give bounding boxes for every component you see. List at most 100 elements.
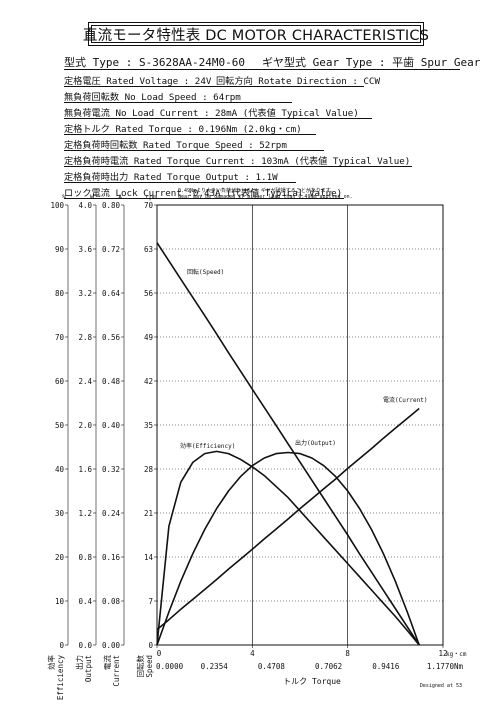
- axis-label: 回転数: [135, 655, 145, 678]
- axis-tick-label: 0.72: [102, 245, 120, 254]
- axis-label: Output: [84, 655, 93, 682]
- x-axis-tick-label: 0: [157, 649, 162, 658]
- axis-tick-label: 0.32: [102, 465, 120, 474]
- divider: [64, 118, 372, 119]
- x-axis-nm-label: 0.0000: [156, 662, 184, 671]
- axis-tick-label: 10: [55, 597, 65, 606]
- divider: [64, 69, 460, 70]
- axis-tick-label: 0.24: [102, 509, 121, 518]
- divider: [64, 134, 316, 135]
- series-line: [156, 242, 420, 646]
- axis-tick-label: 0.56: [102, 333, 121, 342]
- axis-tick-label: 2.8: [78, 333, 92, 342]
- axis-tick-label: 0: [59, 641, 64, 650]
- axis-label: Efficiency: [56, 655, 65, 701]
- axis-tick-label: 0.48: [102, 377, 121, 386]
- x-axis-nm-label: 0.4708: [258, 662, 286, 671]
- footer-note: Designed at 53: [419, 683, 462, 689]
- spec-rated-torque-output: 定格負荷時出力 Rated Torque Output : 1.1W: [64, 172, 278, 183]
- series-label: 回転(Speed): [187, 268, 224, 276]
- gear-warning-en: Gear may be damaged if bigger load than …: [178, 194, 353, 200]
- axis-tick-label: 3.6: [78, 245, 92, 254]
- divider: [64, 150, 324, 151]
- divider: [64, 198, 344, 199]
- axis-tick-label: 70: [144, 201, 154, 210]
- axis-tick-label: 30: [55, 509, 65, 518]
- axis-tick-label: 42: [144, 377, 153, 386]
- axis-tick-label: 35: [144, 421, 153, 430]
- spec-rated-torque: 定格トルク Rated Torque : 0.196Nm (2.0kg・cm): [64, 124, 302, 135]
- axis-unit: W: [90, 193, 94, 201]
- axis-tick-label: 0.08: [102, 597, 121, 606]
- axis-tick-label: 90: [55, 245, 65, 254]
- axis-tick-label: 100: [50, 201, 64, 210]
- series-label: 効率(Efficiency): [180, 442, 235, 450]
- x-axis-tick-label: 12: [438, 649, 447, 658]
- axis-label: 出力: [74, 655, 84, 670]
- x-axis-nm-label: 0.2354: [201, 662, 229, 671]
- gear-warning-jp: 0.49Nmより大きい負荷がかかると、ギヤが破損することがあります。: [178, 188, 336, 194]
- axis-label: Speed: [145, 655, 154, 678]
- axis-tick-label: 40: [55, 465, 65, 474]
- spec-gear: ギヤ型式 Gear Type : 平歯 Spur Gear: [262, 56, 481, 69]
- axis-label: 効率: [46, 655, 56, 670]
- divider: [64, 86, 364, 87]
- axis-tick-label: 4.0: [78, 201, 92, 210]
- axis-tick-label: 49: [144, 333, 153, 342]
- axis-unit: A: [118, 193, 122, 201]
- series-line: [156, 451, 420, 646]
- axis-tick-label: 0.80: [102, 201, 121, 210]
- spec-rated-torque-current: 定格負荷時電流 Rated Torque Current : 103mA (代表…: [64, 156, 411, 167]
- axis-tick-label: 60: [55, 377, 65, 386]
- axis-tick-label: 0.16: [102, 553, 121, 562]
- divider: [64, 182, 296, 183]
- x-axis-tick-label: 8: [345, 649, 350, 658]
- axis-unit: %: [62, 193, 66, 201]
- axis-tick-label: 70: [55, 333, 65, 342]
- axis-tick-label: 80: [55, 289, 65, 298]
- axis-tick-label: 0.0: [78, 641, 92, 650]
- spec-no-load-current: 無負荷電流 No Load Current : 28mA (代表値 Typica…: [64, 108, 359, 119]
- axis-tick-label: 28: [144, 465, 154, 474]
- x-axis-unit: kg・cm: [446, 651, 467, 658]
- divider: [64, 102, 292, 103]
- axis-tick-label: 56: [144, 289, 154, 298]
- axis-tick-label: 1.6: [78, 465, 92, 474]
- axis-tick-label: 0: [148, 641, 153, 650]
- axis-tick-label: 20: [55, 553, 65, 562]
- x-axis-nm-label: 1.1770Nm: [427, 662, 464, 671]
- divider: [64, 166, 412, 167]
- axis-tick-label: 63: [144, 245, 153, 254]
- axis-tick-label: 3.2: [78, 289, 92, 298]
- axis-tick-label: 0.8: [78, 553, 92, 562]
- spec-no-load-speed: 無負荷回転数 No Load Speed : 64rpm: [64, 92, 241, 103]
- x-axis-title: トルク Torque: [283, 677, 341, 686]
- spec-lock-current: ロック電流 Lock Current :0.43A (代表値 Typical V…: [64, 188, 343, 199]
- axis-tick-label: 14: [144, 553, 154, 562]
- axis-label: Current: [112, 655, 121, 687]
- x-axis-nm-label: 0.9416: [372, 662, 400, 671]
- axis-tick-label: 2.4: [78, 377, 92, 386]
- axis-tick-label: 50: [55, 421, 65, 430]
- axis-tick-label: 0.00: [102, 641, 121, 650]
- spec-model: 型式 Type : S-3628AA-24M0-60: [64, 56, 245, 69]
- axis-label: 電流: [102, 655, 112, 670]
- axis-tick-label: 0.64: [102, 289, 121, 298]
- axis-tick-label: 2.0: [78, 421, 92, 430]
- axis-unit: rpm: [145, 193, 157, 201]
- series-label: 出力(Output): [295, 439, 336, 447]
- spec-rated-torque-speed: 定格負荷時回転数 Rated Torque Speed : 52rpm: [64, 140, 287, 151]
- axis-tick-label: 21: [144, 509, 153, 518]
- axis-tick-label: 0.4: [78, 597, 92, 606]
- axis-tick-label: 1.2: [78, 509, 92, 518]
- series-label: 電流(Current): [383, 396, 428, 404]
- spec-direction: 回転方向 Rotate Direction : CCW: [216, 76, 380, 87]
- spec-voltage: 定格電圧 Rated Voltage : 24V: [64, 76, 212, 87]
- title-box: 直流モータ特性表 DC MOTOR CHARACTERISTICS: [83, 22, 429, 46]
- x-axis-nm-label: 0.7062: [315, 662, 342, 671]
- axis-tick-label: 7: [148, 597, 153, 606]
- series-line: [156, 407, 420, 631]
- series-line: [156, 450, 420, 646]
- x-axis-tick-label: 4: [250, 649, 255, 658]
- axis-tick-label: 0.40: [102, 421, 121, 430]
